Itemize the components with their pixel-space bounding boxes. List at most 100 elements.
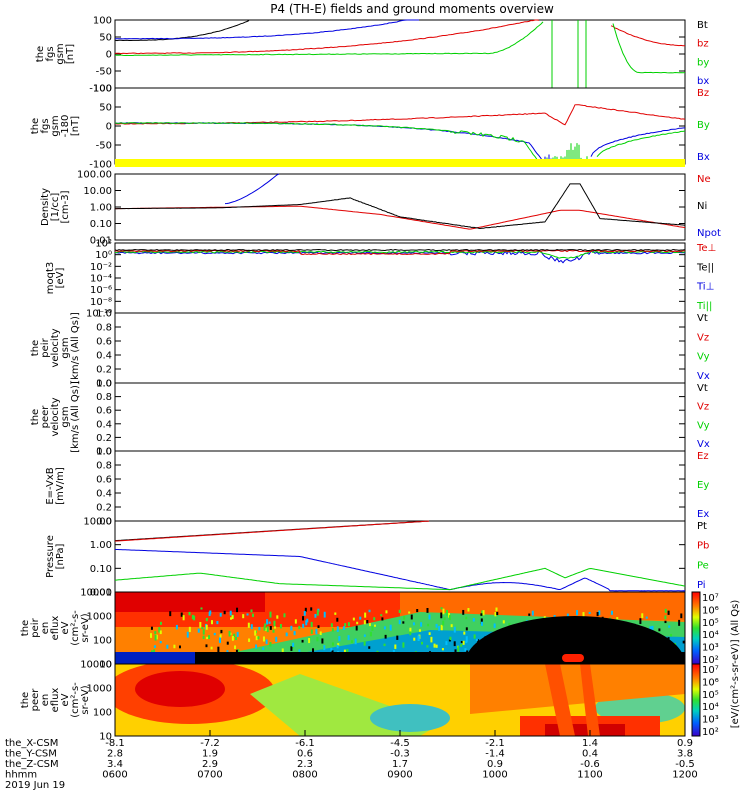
ion-spectrogram-noise [188,626,191,633]
series-ni [114,183,686,230]
panel-peirv-legend-0: Vt [697,313,708,324]
ion-spectrogram-noise [272,629,275,633]
panel-temp-ylabel: moqt3 [45,262,56,295]
panel-pressure-ylabel: [nPa] [55,543,66,569]
ion-spectrogram-noise [310,607,313,611]
ion-spectrogram-noise [588,611,591,615]
xaxis-row-label: hhmm [5,770,37,781]
ion-spectrogram-noise [682,640,685,644]
panel-peirv-legend-1: Vz [697,332,709,343]
panel-fgs-legend-3: bx [697,76,709,87]
panel-fgs2-tick-label: 50 [99,103,112,114]
ion-spectrogram-noise [205,624,208,630]
ion-spectrogram-noise [302,623,305,629]
ion-spectrogram-noise [228,630,231,637]
ion-spectrogram-noise [200,607,203,610]
ion-spectrogram-noise [269,626,272,630]
ion-spectrogram-noise [347,635,350,641]
ion-spectrogram-noise [220,629,223,634]
series-by [114,21,544,57]
ion-spectrogram-noise [251,613,254,617]
panel-temp-tick-label: 10⁻⁴ [90,274,112,285]
ion-spectrogram-noise [369,631,372,637]
xaxis-value: 0900 [387,770,412,781]
ion-spectrogram-noise [553,615,556,618]
ion-spectrogram-noise [462,609,465,615]
panel-peirspec-ylabel: sr-eV) [80,613,91,642]
ion-spectrogram-noise [205,644,208,648]
electron-colorbar-tick: 10⁶ [702,677,719,688]
panel-peirspec: the peir en eflux eV (cm²-s-sr-eV) 10000 1000 10… [20,588,686,671]
panel-peerv-ylabel: the [30,409,41,425]
ion-colorbar-tick: 10⁵ [702,618,719,629]
ion-spectrogram-noise [380,614,383,617]
ion-spectrogram-noise [482,610,485,616]
xaxis-value: 3.4 [107,759,123,770]
ion-spectrogram-noise [462,640,465,645]
ion-spectrogram-noise [440,624,443,631]
panel-peerspec-tick-label: 10 [99,732,112,743]
panel-fgs2-ylabel: gsm [50,115,61,136]
ion-spectrogram-noise [319,631,322,636]
ion-spectrogram-noise [233,633,236,637]
xaxis-value: -0.5 [675,759,695,770]
ion-spectrogram-noise [250,609,253,613]
panel-peirspec-ylabel: eflux [50,616,61,641]
panel-peirv-tick-label: 0.2 [96,365,112,376]
panel-temp-legend-3: Ti|| [696,301,712,312]
panel-peirv-tick-label: 1.0 [96,309,112,320]
panel-peerv-tick-label: 0.8 [96,392,112,403]
ion-spectrogram-noise [336,626,339,632]
ion-spectrogram-noise [206,636,209,640]
ion-spectrogram-noise [217,646,220,653]
panel-fgs-tick-label: 0 [106,50,112,61]
ion-spectrogram-noise [453,641,456,647]
panel-temp-tick-label: 10⁻⁶ [90,285,112,296]
ion-spectrogram-noise [275,636,278,642]
ion-spectrogram-noise [279,623,282,629]
ion-spectrogram-noise [383,643,386,647]
panel-peirv-legend-2: Vy [697,352,710,363]
ion-spectrogram-noise [496,611,499,616]
ion-spectrogram-noise [199,622,202,628]
ion-spectrogram-noise [150,626,153,630]
ion-spectrogram [115,592,685,664]
xaxis-value: -6.1 [295,738,315,749]
panel-peerv-legend-1: Vz [697,402,709,413]
ion-spectrogram-noise [262,636,265,642]
ion-spectrogram-noise [276,615,279,619]
panel-fgs-legend-2: by [697,57,709,68]
ion-spectrogram-noise [323,611,326,618]
ion-spectrogram-noise [610,610,613,615]
ion-spectrogram-noise [528,613,531,616]
plot-title: P4 (TH-E) fields and ground moments over… [270,2,554,16]
ion-spectrogram-noise [285,632,288,637]
colorbar-label: [eV/(cm²-s-sr-eV)] (All Qs) [730,600,741,729]
ion-colorbar-tick: 10⁶ [702,605,719,616]
ion-spectrogram-noise [449,636,452,641]
ion-spectrogram-noise [153,649,156,654]
panel-fgs-tick-label: 100 [93,16,112,27]
panel-density: Density [1/cc] [cm-3] 100.00 10.00 1.00 0.10 0.… [40,170,721,247]
ion-spectrogram-noise [237,649,240,654]
ion-spectrogram-noise [336,644,339,649]
panel-fgs2-tick-label: 0 [106,122,112,133]
ion-spectrogram-noise [373,617,376,621]
ion-spectrogram-noise [314,613,317,618]
ion-spectrogram-noise [409,627,412,632]
ion-spectrogram-noise [150,633,153,638]
ion-spectrogram-noise [246,613,249,616]
panel-temp-tick-label: 10⁻¹⁰ [86,309,112,320]
ion-spectrogram-noise [205,617,208,622]
ion-spectrogram-noise [342,626,345,630]
panel-peerv-ylabel: peer [40,405,51,429]
ion-spectrogram-noise [667,610,670,615]
panel-peirv-tick-label: 0.6 [96,337,112,348]
ion-spectrogram-noise [668,625,671,628]
ion-spectrogram-noise [175,624,178,630]
ion-spectrogram-noise [346,648,349,654]
ion-spectrogram-noise [186,631,189,638]
ion-spectrogram-noise [294,619,297,624]
